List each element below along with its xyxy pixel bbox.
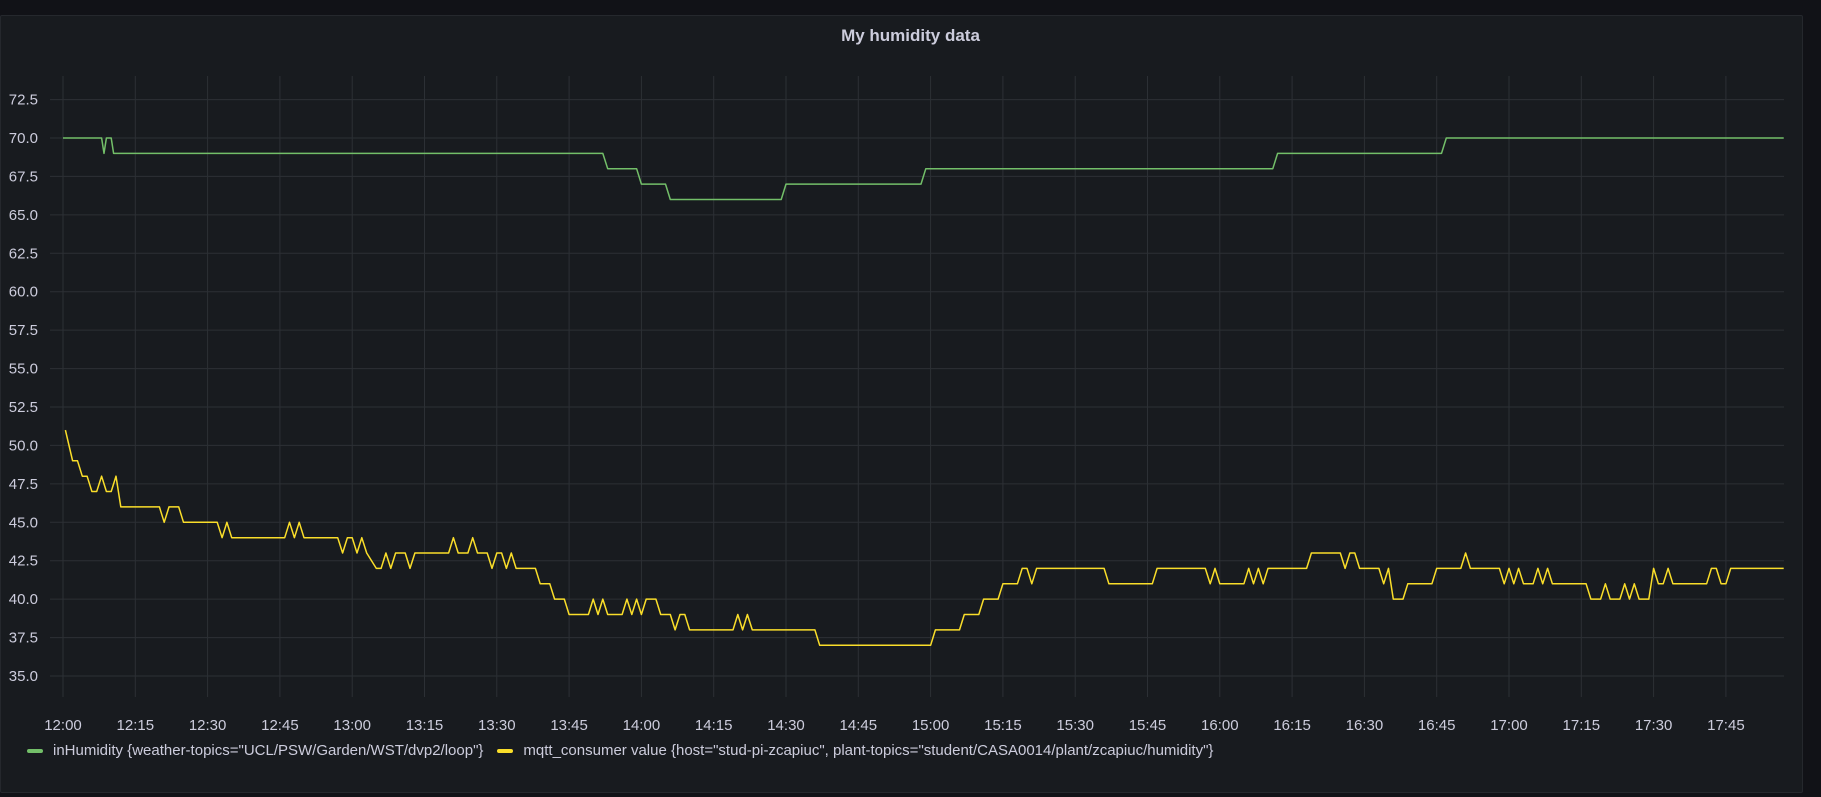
x-tick-label: 16:00 <box>1201 717 1239 734</box>
legend-item-inhumidity[interactable]: inHumidity {weather-topics="UCL/PSW/Gard… <box>27 742 483 759</box>
x-tick-label: 17:45 <box>1707 717 1745 734</box>
y-tick-label: 45.0 <box>9 514 38 531</box>
x-tick-label: 15:15 <box>984 717 1022 734</box>
panel-title[interactable]: My humidity data <box>841 26 980 45</box>
x-tick-label: 12:30 <box>189 717 227 734</box>
y-tick-label: 72.5 <box>9 92 38 109</box>
series-line-mqtt-consumer[interactable] <box>64 429 1784 647</box>
x-tick-label: 15:30 <box>1056 717 1094 734</box>
y-tick-label: 42.5 <box>9 553 38 570</box>
y-tick-label: 62.5 <box>9 245 38 262</box>
legend-label: mqtt_consumer value {host="stud-pi-zcapi… <box>523 742 1214 759</box>
x-tick-label: 13:00 <box>333 717 371 734</box>
y-tick-label: 37.5 <box>9 630 38 647</box>
x-tick-label: 12:45 <box>261 717 299 734</box>
legend-swatch <box>497 748 514 753</box>
graph-panel <box>0 15 1803 793</box>
y-tick-label: 70.0 <box>9 130 38 147</box>
y-tick-label: 35.0 <box>9 668 38 685</box>
x-tick-label: 13:45 <box>550 717 588 734</box>
y-tick-label: 47.5 <box>9 476 38 493</box>
legend-label: inHumidity {weather-topics="UCL/PSW/Gard… <box>53 742 484 759</box>
x-tick-label: 17:15 <box>1563 717 1601 734</box>
y-tick-label: 60.0 <box>9 284 38 301</box>
x-tick-label: 13:15 <box>406 717 444 734</box>
y-tick-label: 50.0 <box>9 437 38 454</box>
x-tick-label: 16:45 <box>1418 717 1456 734</box>
series-line-inhumidity[interactable] <box>63 137 1784 201</box>
x-tick-label: 13:30 <box>478 717 516 734</box>
x-tick-label: 17:30 <box>1635 717 1673 734</box>
y-tick-label: 65.0 <box>9 207 38 224</box>
y-tick-label: 40.0 <box>9 591 38 608</box>
x-tick-label: 12:00 <box>44 717 82 734</box>
x-tick-label: 14:30 <box>767 717 805 734</box>
x-tick-label: 14:45 <box>840 717 878 734</box>
x-tick-label: 17:00 <box>1490 717 1528 734</box>
y-tick-label: 57.5 <box>9 322 38 339</box>
legend: inHumidity {weather-topics="UCL/PSW/Gard… <box>27 742 1213 759</box>
x-tick-label: 15:45 <box>1129 717 1167 734</box>
x-tick-label: 14:00 <box>623 717 661 734</box>
y-tick-label: 55.0 <box>9 361 38 378</box>
legend-swatch <box>27 748 43 753</box>
y-tick-label: 52.5 <box>9 399 38 416</box>
x-tick-label: 15:00 <box>912 717 950 734</box>
y-tick-label: 67.5 <box>9 168 38 185</box>
x-tick-label: 16:30 <box>1346 717 1384 734</box>
x-tick-label: 16:15 <box>1273 717 1311 734</box>
legend-item-mqtt-consumer[interactable]: mqtt_consumer value {host="stud-pi-zcapi… <box>497 742 1213 759</box>
x-tick-label: 14:15 <box>695 717 733 734</box>
x-tick-label: 12:15 <box>117 717 155 734</box>
